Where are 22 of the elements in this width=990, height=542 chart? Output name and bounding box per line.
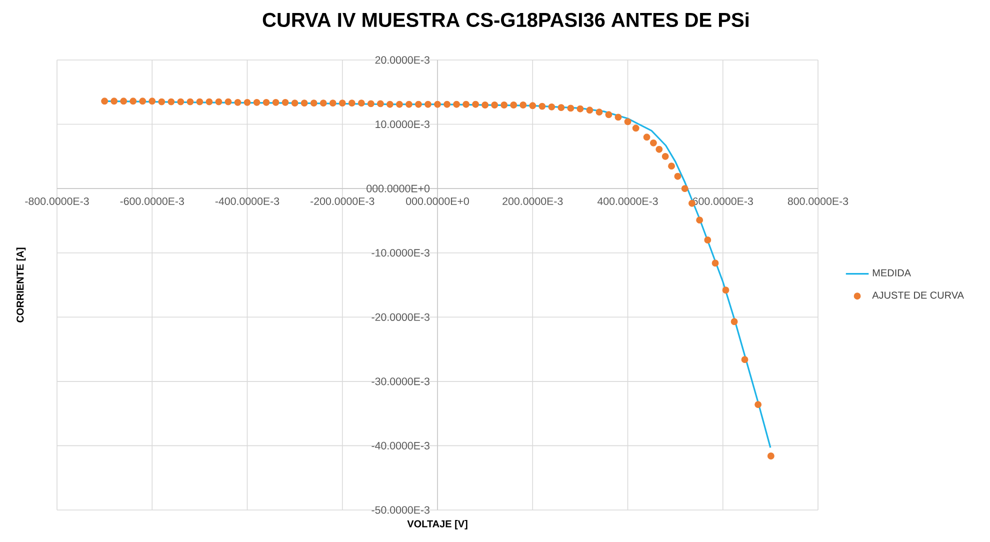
y-tick-label: -40.0000E-3 — [372, 442, 430, 450]
x-axis-title: VOLTAJE [V] — [407, 520, 468, 530]
y-tick-label: 10.0000E-3 — [376, 120, 430, 128]
y-tick-label: 000.0000E+0 — [366, 184, 430, 192]
y-tick-label: -30.0000E-3 — [372, 378, 430, 386]
legend-label: AJUSTE DE CURVA — [872, 292, 964, 299]
x-tick-label: -400.0000E-3 — [215, 197, 280, 206]
x-tick-label: 600.0000E-3 — [692, 197, 753, 206]
y-axis-title: CORRIENTE [A] — [16, 248, 26, 322]
x-tick-label: 400.0000E-3 — [597, 197, 658, 206]
y-tick-label: -50.0000E-3 — [372, 506, 430, 514]
legend-label: MEDIDA — [872, 269, 911, 276]
x-tick-label: 800.0000E-3 — [788, 197, 848, 206]
y-tick-label: -10.0000E-3 — [372, 249, 430, 257]
y-tick-label: 20.0000E-3 — [375, 56, 430, 64]
x-tick-label: 000.0000E+0 — [406, 197, 469, 206]
x-tick-label: -600.0000E-3 — [120, 197, 184, 206]
x-tick-label: -200.0000E-3 — [310, 197, 374, 206]
y-tick-label: -20.0000E-3 — [372, 313, 430, 321]
x-tick-label: -800.0000E-3 — [25, 197, 89, 206]
chart-title: CURVA IV MUESTRA CS-G18PASI36 ANTES DE PSi — [262, 12, 748, 28]
x-tick-label: 200.0000E-3 — [502, 197, 563, 206]
